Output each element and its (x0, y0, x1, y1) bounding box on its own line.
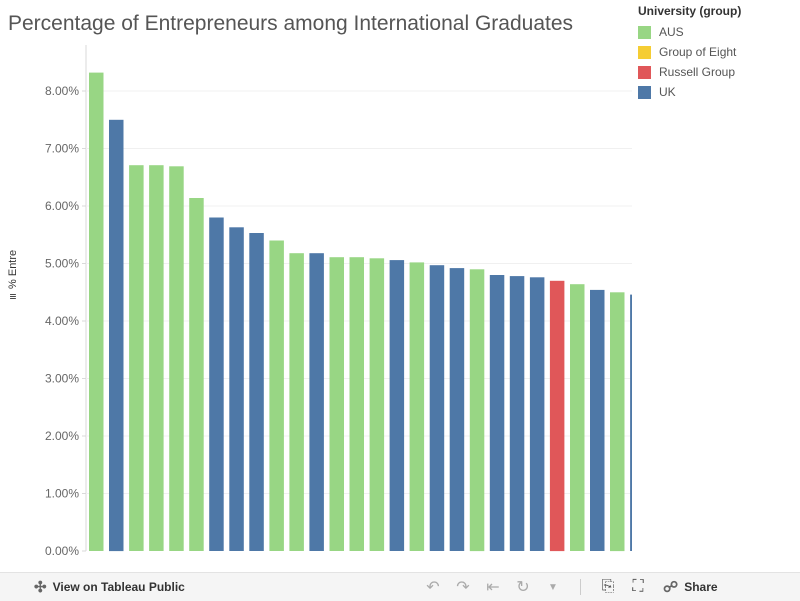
bar (449, 268, 465, 551)
y-tick-label: 4.00% (45, 314, 79, 328)
legend-swatch (638, 45, 651, 59)
bar (289, 253, 304, 551)
refresh-icon[interactable]: ↻ (516, 579, 530, 596)
legend-item-uk[interactable]: UK (638, 82, 798, 102)
legend-item-aus[interactable]: AUS (638, 22, 798, 42)
bar (369, 258, 385, 551)
bar (249, 233, 264, 551)
bar (590, 289, 605, 551)
legend-label: UK (659, 85, 676, 99)
fullscreen-icon[interactable]: ⛶ (632, 578, 644, 595)
view-on-tableau-link[interactable]: ✣ View on Tableau Public (34, 578, 185, 596)
bar (209, 217, 224, 551)
y-tick-label: 3.00% (45, 372, 79, 386)
toolbar: ✣ View on Tableau Public ↶ ↷ ⇤ ↻ ▼ ⎘ ⛶ ☍… (0, 572, 800, 601)
y-tick-label: 1.00% (45, 487, 79, 501)
redo-icon[interactable]: ↷ (456, 579, 470, 596)
bar (389, 260, 405, 551)
bar (229, 227, 244, 552)
y-tick-label: 0.00% (45, 544, 79, 558)
legend-item-group-of-eight[interactable]: Group of Eight (638, 42, 798, 62)
legend-label: AUS (659, 25, 684, 39)
share-icon: ☍ (663, 579, 679, 596)
bar (529, 277, 545, 551)
revert-icon[interactable]: ⇤ (486, 579, 500, 596)
bar (630, 294, 632, 551)
bar (269, 240, 284, 551)
undo-icon[interactable]: ↶ (426, 579, 440, 596)
legend-swatch (638, 25, 651, 39)
bar (469, 269, 485, 552)
bar-chart: 0.00% 1.00% 2.00% 3.00% 4.00% 5.00% 6.00% 7.00%… (45, 45, 632, 558)
bar (570, 284, 585, 551)
share-label: Share (684, 580, 718, 594)
y-tick-label: 5.00% (45, 257, 79, 271)
tableau-logo-icon: ✣ (34, 579, 47, 596)
chevron-down-icon[interactable]: ▼ (548, 581, 558, 593)
legend-label: Group of Eight (659, 45, 737, 59)
bar (429, 265, 445, 551)
bar (149, 165, 164, 551)
bar (610, 292, 625, 552)
bar (509, 276, 525, 551)
share-button[interactable]: ☍ Share (663, 578, 718, 596)
view-on-tableau-label: View on Tableau Public (52, 580, 185, 594)
legend-label: Russell Group (659, 65, 736, 79)
chart-title: Percentage of Entrepreneurs among Intern… (8, 12, 574, 35)
bar (349, 257, 364, 551)
bar (109, 119, 124, 552)
bar (129, 165, 144, 551)
bar (309, 253, 324, 551)
toolbar-divider (580, 579, 581, 595)
bar (329, 257, 344, 551)
bar (169, 166, 184, 552)
y-tick-label: 2.00% (45, 429, 79, 443)
legend-swatch (638, 65, 651, 79)
bar (89, 72, 104, 551)
y-tick-label: 8.00% (45, 84, 79, 98)
download-icon[interactable]: ⎘ (601, 578, 615, 595)
legend-title: University (group) (638, 4, 742, 18)
legend-item-russell-group[interactable]: Russell Group (638, 62, 798, 82)
legend: University (group) AUS Group of Eight Ru… (638, 4, 798, 102)
bar (189, 198, 204, 551)
bar (409, 262, 425, 551)
bar (549, 280, 565, 552)
legend-swatch (638, 85, 651, 99)
y-tick-label: 7.00% (45, 142, 79, 156)
y-tick-label: 6.00% (45, 199, 79, 213)
bar (489, 275, 505, 551)
